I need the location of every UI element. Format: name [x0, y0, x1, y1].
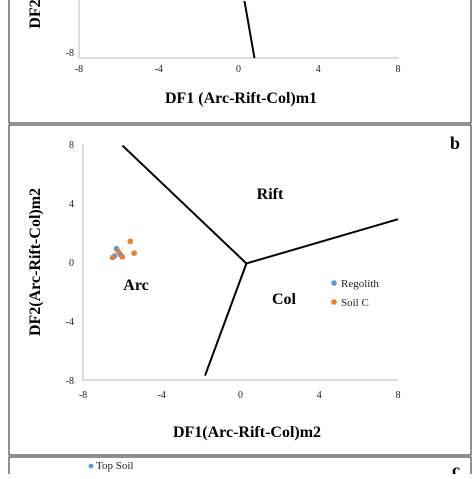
- region-col: Col: [272, 291, 297, 308]
- panel-b-ytick-label: 8: [69, 140, 74, 151]
- data-point-soil-c: [131, 250, 137, 256]
- panel-b-frame: [8, 124, 472, 456]
- legend-label-soil-c: Soil C: [341, 297, 369, 309]
- panel-b-ylabel: DF2(Arc-Rift-Col)m2: [27, 188, 44, 336]
- panel-c: Top Soil c: [88, 460, 460, 479]
- panel-a-ytick: -8: [66, 48, 74, 59]
- panel-a-xtick-label: 8: [396, 64, 401, 75]
- panel-a-frame: [8, 0, 472, 124]
- panel-b-points: [109, 238, 137, 261]
- region-arc: Arc: [123, 277, 148, 294]
- panel-b-yticks: 8 4 0 -4 -8: [66, 140, 74, 387]
- panel-b-xtick-label: -8: [79, 390, 87, 401]
- boundary-line-2: [246, 218, 399, 265]
- panel-a-xtick-label: 0: [236, 64, 241, 75]
- panel-a-ylabel: DF2: [27, 0, 44, 29]
- panel-a-xlabel: DF1 (Arc-Rift-Col)m1: [165, 90, 317, 107]
- panel-a: -8 -8 -4 0 4 8 DF1 (Arc-Rift-Col)m1 DF2: [27, 0, 401, 107]
- panel-a-xticks: -8 -4 0 4 8: [75, 64, 401, 75]
- boundary-line-1: [121, 144, 248, 265]
- legend-marker-soil-c: [331, 299, 337, 305]
- panel-c-frame: [8, 456, 472, 479]
- panel-b-xlabel: DF1(Arc-Rift-Col)m2: [173, 424, 321, 441]
- panel-c-label: c: [452, 460, 460, 474]
- panel-b-label: b: [450, 133, 460, 153]
- panel-a-xtick-label: -4: [155, 64, 163, 75]
- panel-b-xtick-label: 8: [396, 390, 401, 401]
- panel-b: b -8 -4 0 4 8 8 4 0 -4 -8 Rift Arc Col Regolith …: [27, 133, 460, 441]
- data-point-soil-c: [119, 254, 126, 260]
- panel-b-ytick-label: -4: [66, 317, 74, 328]
- panel-a-xtick-label: -8: [75, 64, 83, 75]
- panel-a-xtick-label: 4: [316, 64, 321, 75]
- legend-marker-top-soil: [88, 463, 94, 469]
- panel-b-boundaries: [121, 144, 399, 376]
- panel-b-ytick-label: -8: [66, 376, 74, 387]
- boundary-line-3: [204, 263, 248, 376]
- legend-label-regolith: Regolith: [341, 278, 379, 290]
- panel-a-boundary-line: [243, 0, 256, 59]
- panel-b-xtick-label: 0: [238, 390, 243, 401]
- panel-b-ytick-label: 4: [69, 199, 74, 210]
- panel-b-xtick-label: 4: [317, 390, 322, 401]
- data-point-soil-c: [127, 238, 134, 245]
- legend-marker-regolith: [331, 280, 337, 286]
- data-point-soil-c: [115, 248, 122, 255]
- panel-b-ytick-label: 0: [69, 258, 74, 269]
- legend-label-top-soil: Top Soil: [96, 460, 133, 472]
- panel-b-xtick-label: -4: [158, 390, 166, 401]
- panel-b-legend: Regolith Soil C: [331, 278, 379, 309]
- panel-b-xticks: -8 -4 0 4 8: [79, 390, 401, 401]
- data-point-soil-c: [109, 254, 116, 261]
- region-rift: Rift: [257, 186, 284, 203]
